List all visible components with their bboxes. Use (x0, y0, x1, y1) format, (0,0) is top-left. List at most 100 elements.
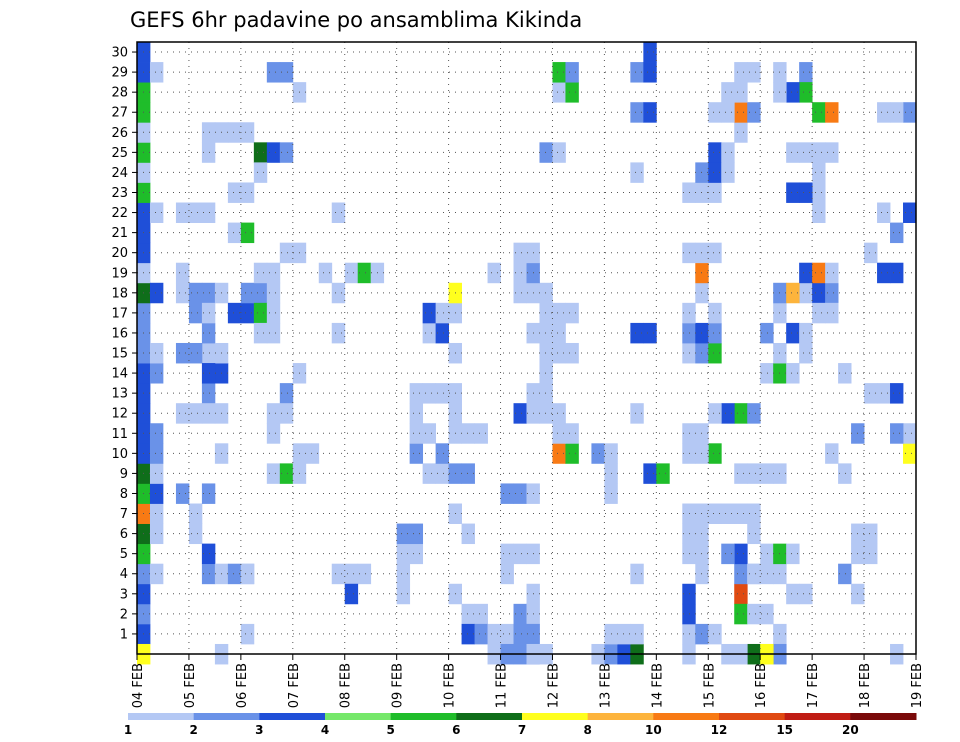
heatmap-cell (201, 563, 216, 585)
heatmap-cell (552, 443, 566, 464)
heatmap-cell (708, 102, 722, 123)
heatmap-cell (812, 262, 826, 284)
heatmap-cell (513, 483, 527, 504)
heatmap-cell (435, 443, 449, 464)
y-tick-label: 11 (111, 427, 128, 442)
heatmap-cell (422, 302, 437, 324)
heatmap-cell (201, 142, 216, 163)
heatmap-cell (708, 162, 722, 183)
heatmap-cell (266, 282, 281, 304)
heatmap-cell (838, 563, 852, 585)
heatmap-cell (734, 603, 748, 625)
heatmap-cell (344, 563, 359, 585)
heatmap-cell (500, 563, 514, 585)
y-tick-label: 24 (111, 166, 128, 181)
heatmap-cell (552, 403, 566, 424)
heatmap-cell (786, 182, 800, 203)
heatmap-cell (786, 583, 800, 605)
heatmap-cell (539, 342, 553, 364)
colorbar-swatch (653, 713, 720, 720)
heatmap-cell (227, 122, 242, 143)
heatmap-cell (266, 142, 281, 163)
heatmap-cell (682, 242, 696, 264)
heatmap-cell (747, 603, 761, 625)
heatmap-cell (253, 302, 268, 324)
heatmap-cell (734, 503, 748, 524)
heatmap-cell (630, 403, 644, 424)
x-tick-label: 10 FEB (443, 663, 458, 708)
heatmap-cell (682, 342, 696, 364)
colorbar-label: 3 (255, 723, 263, 737)
heatmap-cell (890, 383, 904, 404)
heatmap-cell (422, 463, 437, 484)
heatmap-cell (539, 363, 553, 384)
y-tick-label: 8 (120, 487, 128, 502)
x-tick-label: 06 FEB (235, 663, 250, 708)
heatmap-cell (799, 142, 813, 163)
heatmap-cell (734, 102, 748, 123)
heatmap-cell (253, 142, 268, 163)
heatmap-cell (565, 302, 579, 324)
heatmap-cell (149, 423, 164, 444)
heatmap-cell (513, 543, 527, 565)
heatmap-cell (721, 543, 735, 565)
heatmap-cell (799, 62, 813, 83)
heatmap-cell (435, 322, 449, 344)
heatmap-cell (539, 322, 553, 344)
heatmap-cell (149, 443, 164, 464)
heatmap-cell (331, 282, 346, 304)
heatmap-cell (201, 383, 216, 404)
heatmap-cell (786, 363, 800, 384)
heatmap-cell (734, 62, 748, 83)
heatmap-cell (708, 403, 722, 424)
heatmap-cell (435, 463, 449, 484)
x-tick-label: 19 FEB (910, 663, 925, 708)
heatmap-cell (227, 302, 242, 324)
heatmap-cell (266, 322, 281, 344)
heatmap-cell (721, 503, 735, 524)
heatmap-cell (188, 523, 203, 545)
heatmap-cell (253, 282, 268, 304)
heatmap-cell (500, 543, 514, 565)
heatmap-cell (734, 543, 748, 565)
heatmap-cell (903, 423, 917, 444)
heatmap-cell (864, 523, 878, 545)
heatmap-cell (552, 342, 566, 364)
heatmap-cell (565, 82, 579, 103)
y-tick-label: 21 (111, 226, 128, 241)
heatmap-cell (682, 182, 696, 203)
heatmap-cell (266, 262, 281, 284)
heatmap-cell (630, 162, 644, 183)
grid-lines (137, 42, 916, 654)
heatmap-cell (708, 142, 722, 163)
y-tick-label: 1 (120, 627, 128, 642)
heatmap-cell (240, 282, 255, 304)
heatmap-cell (396, 523, 411, 545)
heatmap-cell (149, 62, 164, 83)
heatmap-cell (760, 543, 774, 565)
heatmap-cell (240, 122, 255, 143)
heatmap-cell (565, 62, 579, 83)
heatmap-cell (838, 463, 852, 484)
heatmap-cell (734, 563, 748, 585)
heatmap-cell (630, 102, 644, 123)
heatmap-cell (188, 342, 203, 364)
heatmap-cell (812, 142, 826, 163)
heatmap-cell (266, 463, 281, 484)
heatmap-cell (760, 363, 774, 384)
heatmap-cell (266, 302, 281, 324)
heatmap-cell (721, 102, 735, 123)
heatmap-cell (825, 282, 839, 304)
heatmap-cell (838, 363, 852, 384)
heatmap-cell (682, 503, 696, 524)
heatmap-cell (682, 443, 696, 464)
heatmap-cell (799, 82, 813, 103)
colorbar-swatch (193, 713, 260, 720)
heatmap-cell (474, 623, 488, 645)
heatmap-cell (396, 543, 411, 565)
heatmap-cell (747, 523, 761, 545)
plot-frame (136, 41, 917, 655)
colorbar-label: 1 (124, 723, 132, 737)
heatmap-cell (149, 463, 164, 484)
y-tick-label: 12 (111, 407, 128, 422)
